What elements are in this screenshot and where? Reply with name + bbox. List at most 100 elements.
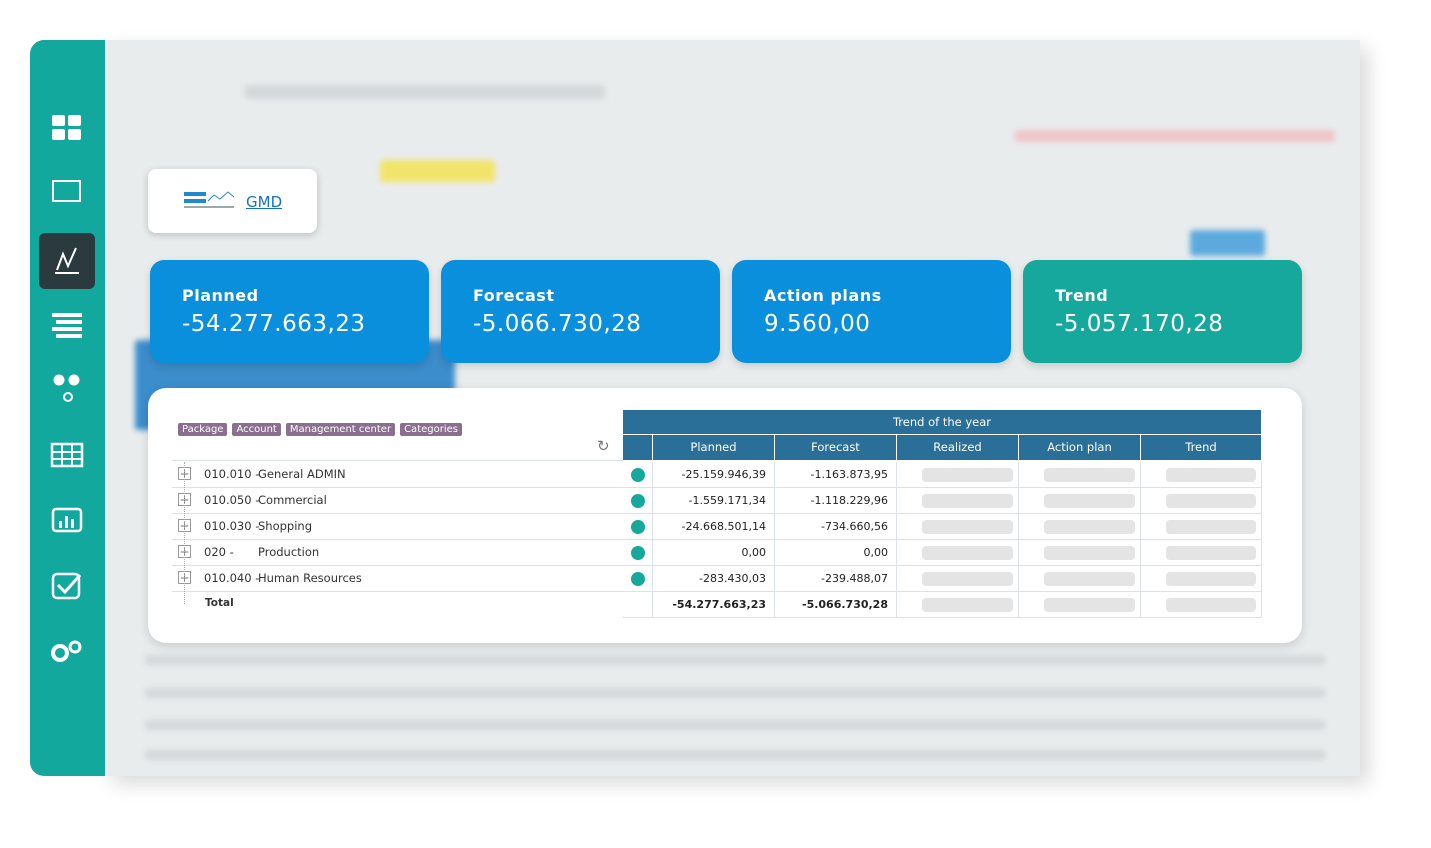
loading-bar [1044,494,1135,508]
placeholder-cell [897,514,1019,540]
status-dot [631,494,645,508]
planned-cell: -25.159.946,39 [653,462,775,488]
kpi-label: Action plans [764,286,882,305]
loading-bar [922,598,1013,612]
placeholder-cell [897,462,1019,488]
kpi-label: Planned [182,286,259,305]
forecast-cell: -5.066.730,28 [775,592,897,618]
loading-bar [1044,598,1135,612]
placeholder-cell [1019,462,1141,488]
kpi-value: 9.560,00 [764,311,871,337]
row-name: General ADMIN [258,467,346,481]
tree-row: +010.030 - Shopping [172,514,623,540]
status-cell [623,540,653,566]
forecast-cell: -239.488,07 [775,566,897,592]
filter-chip[interactable]: Management center [285,423,396,436]
placeholder-cell [1141,566,1262,592]
planned-cell: -1.559.171,34 [653,488,775,514]
sidebar [30,40,105,776]
loading-bar [1166,546,1256,560]
refresh-button[interactable]: ↻ [597,437,610,455]
row-name: Commercial [258,493,327,507]
placeholder-cell [1141,540,1262,566]
forecast-cell: 0,00 [775,540,897,566]
status-cell [623,462,653,488]
tree-divider [172,460,623,461]
tree-row: +010.050 - Commercial [172,488,623,514]
column-header: Planned [653,435,775,461]
forecast-cell: -1.163.873,95 [775,462,897,488]
loading-bar [922,572,1013,586]
placeholder-cell [1141,592,1262,618]
sidebar-icons [39,115,95,662]
column-header: Realized [897,435,1019,461]
placeholder-cell [1141,514,1262,540]
placeholder-cell [897,540,1019,566]
filter-bar: Package Account Management center Categorie… [178,417,467,436]
loading-bar [1166,572,1256,586]
kpi-card: Planned -54.277.663,23 [150,260,429,363]
loading-bar [922,546,1013,560]
status-dot [631,468,645,482]
filter-chip[interactable]: Package [178,423,228,436]
placeholder-cell [1141,462,1262,488]
placeholder-cell [897,592,1019,618]
kpi-card: Action plans 9.560,00 [732,260,1011,363]
logo-link[interactable]: GMD [246,193,283,211]
loading-bar [1044,468,1135,482]
loading-bar [1166,520,1256,534]
column-header: Trend [1141,435,1262,461]
filter-chip[interactable]: Categories [400,423,462,436]
planned-cell: -24.668.501,14 [653,514,775,540]
loading-bar [1044,520,1135,534]
row-code: 020 - [204,545,234,559]
status-cell [623,514,653,540]
placeholder-cell [897,488,1019,514]
column-header: Forecast [775,435,897,461]
logo-card: GMD [148,169,317,233]
placeholder-cell [1019,488,1141,514]
placeholder-cell [1019,566,1141,592]
status-dot [631,520,645,534]
group-header: Trend of the year [623,410,1262,435]
row-name: Human Resources [258,571,362,585]
loading-bar [922,468,1013,482]
loading-bar [1166,468,1256,482]
kpi-label: Forecast [473,286,555,305]
header-cell [623,435,653,461]
loading-bar [1166,598,1256,612]
column-header: Action plan [1019,435,1141,461]
placeholder-cell [1019,514,1141,540]
placeholder-cell [897,566,1019,592]
kpi-card: Trend -5.057.170,28 [1023,260,1302,363]
loading-bar [1166,494,1256,508]
table-panel: Package Account Management center Categorie… [148,388,1302,643]
placeholder-cell [1019,540,1141,566]
kpi-value: -5.066.730,28 [473,311,642,337]
total-label: Total [205,597,234,609]
filter-chip[interactable]: Account [232,423,281,436]
kpi-card: Forecast -5.066.730,28 [441,260,720,363]
row-name: Shopping [258,519,313,533]
planned-cell: -54.277.663,23 [653,592,775,618]
tree-row: +020 - Production [172,540,623,566]
status-dot [631,572,645,586]
forecast-cell: -734.660,56 [775,514,897,540]
planned-cell: 0,00 [653,540,775,566]
tree-line [184,462,185,604]
loading-bar [1044,572,1135,586]
loading-bar [1044,546,1135,560]
row-code: 010.030 - [204,519,260,533]
tree-row: +010.010 - General ADMIN [172,462,623,488]
planned-cell: -283.430,03 [653,566,775,592]
status-cell [623,488,653,514]
loading-bar [922,494,1013,508]
status-cell [623,592,653,618]
placeholder-cell [1019,592,1141,618]
forecast-cell: -1.118.229,96 [775,488,897,514]
row-code: 010.050 - [204,493,260,507]
placeholder-cell [1141,488,1262,514]
loading-bar [922,520,1013,534]
kpi-value: -5.057.170,28 [1055,311,1224,337]
row-name: Production [258,545,320,559]
